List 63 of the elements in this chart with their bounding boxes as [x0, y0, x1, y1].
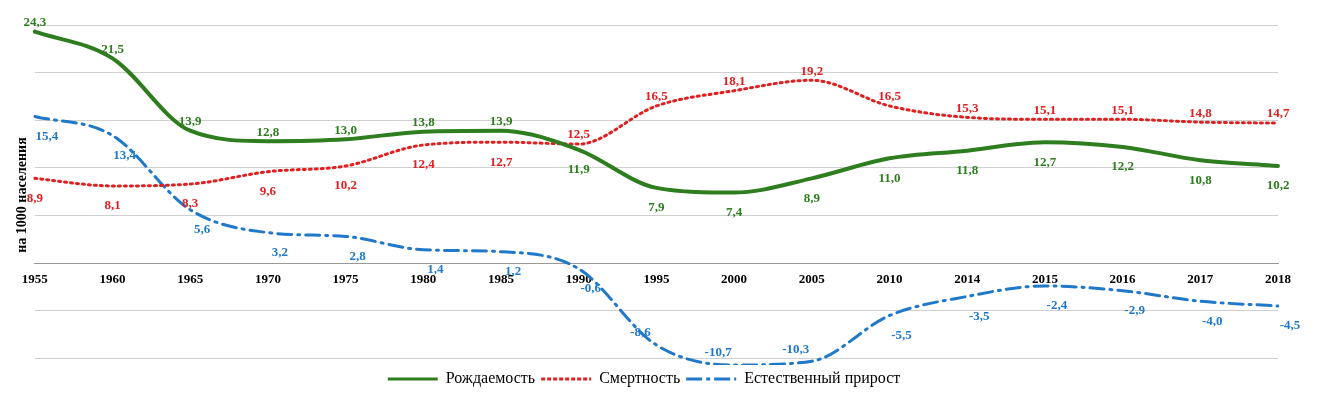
- data-label: 13,4: [113, 146, 137, 162]
- data-label: 10,2: [1266, 177, 1290, 193]
- x-tick-label: 2015: [1031, 271, 1059, 287]
- data-label: 11,0: [878, 169, 901, 185]
- x-tick-label: 1970: [254, 271, 281, 287]
- data-label: 8,1: [104, 197, 121, 213]
- data-label: 13,9: [489, 113, 513, 129]
- x-tick-label: 1975: [332, 271, 360, 287]
- data-label: 15,1: [1111, 101, 1134, 117]
- data-label: 16,5: [645, 88, 669, 104]
- data-label: 16,5: [878, 88, 902, 104]
- data-label: -10,3: [782, 340, 810, 356]
- data-label: 13,8: [411, 114, 436, 130]
- data-label: 14,8: [1188, 104, 1213, 120]
- x-tick-label: 2017: [1187, 271, 1214, 287]
- legend-label: Естественный прирост: [744, 369, 901, 388]
- data-label: 12,7: [489, 153, 513, 169]
- data-label: -10,7: [704, 344, 733, 360]
- legend-label: Рождаемость: [445, 369, 536, 388]
- data-label: 13,9: [178, 113, 203, 129]
- data-label: 15,1: [1033, 101, 1057, 117]
- x-tick-label: 2016: [1109, 271, 1137, 287]
- x-tick-label: 2010: [876, 271, 903, 287]
- data-label: 3,2: [271, 243, 289, 259]
- data-label: 11,9: [567, 161, 591, 177]
- x-tick-label: 1965: [177, 271, 204, 287]
- data-label: 7,4: [725, 203, 743, 219]
- data-label: 11,8: [956, 162, 979, 178]
- legend-label: Смертность: [599, 369, 681, 388]
- data-label: 15,4: [35, 127, 59, 143]
- data-label: 7,9: [648, 199, 666, 215]
- data-label: -3,5: [968, 307, 990, 323]
- data-label: -4,0: [1202, 312, 1223, 328]
- data-label: 12,8: [256, 123, 280, 139]
- data-label: 10,8: [1188, 171, 1213, 187]
- data-label: -4,5: [1279, 317, 1301, 333]
- data-label: 19,2: [800, 62, 824, 78]
- data-label: 8,9: [803, 189, 821, 205]
- data-label: 13,0: [334, 121, 357, 137]
- data-label: 9,6: [259, 183, 277, 199]
- data-label: 12,4: [411, 156, 436, 172]
- x-tick-label: 2014: [954, 271, 981, 287]
- data-label: 12,2: [1111, 158, 1134, 174]
- x-tick-label: 1995: [643, 271, 670, 287]
- data-label: -2,9: [1124, 302, 1146, 318]
- data-label: 12,7: [1033, 153, 1057, 169]
- x-tick-label: 1960: [99, 271, 126, 287]
- data-label: 14,7: [1266, 105, 1290, 121]
- x-tick-label: 2005: [798, 271, 826, 287]
- data-label: 5,6: [194, 221, 211, 237]
- data-label: 24,3: [23, 14, 47, 30]
- data-label: 18,1: [722, 73, 746, 89]
- data-label: -5,5: [891, 326, 913, 342]
- data-label: 15,3: [955, 99, 980, 115]
- data-label: 8,3: [182, 195, 199, 211]
- data-label: -2,4: [1046, 297, 1068, 313]
- data-label: 2,8: [349, 247, 367, 263]
- data-label: 12,5: [567, 126, 591, 142]
- data-label: 8,9: [26, 189, 44, 205]
- x-tick-label: 2018: [1265, 271, 1292, 287]
- x-tick-label: 2000: [721, 271, 748, 287]
- data-label: 10,2: [334, 177, 357, 193]
- x-tick-label: 1955: [21, 271, 49, 287]
